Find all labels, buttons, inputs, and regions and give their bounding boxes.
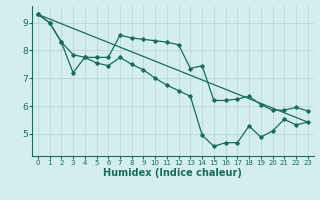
- X-axis label: Humidex (Indice chaleur): Humidex (Indice chaleur): [103, 168, 242, 178]
